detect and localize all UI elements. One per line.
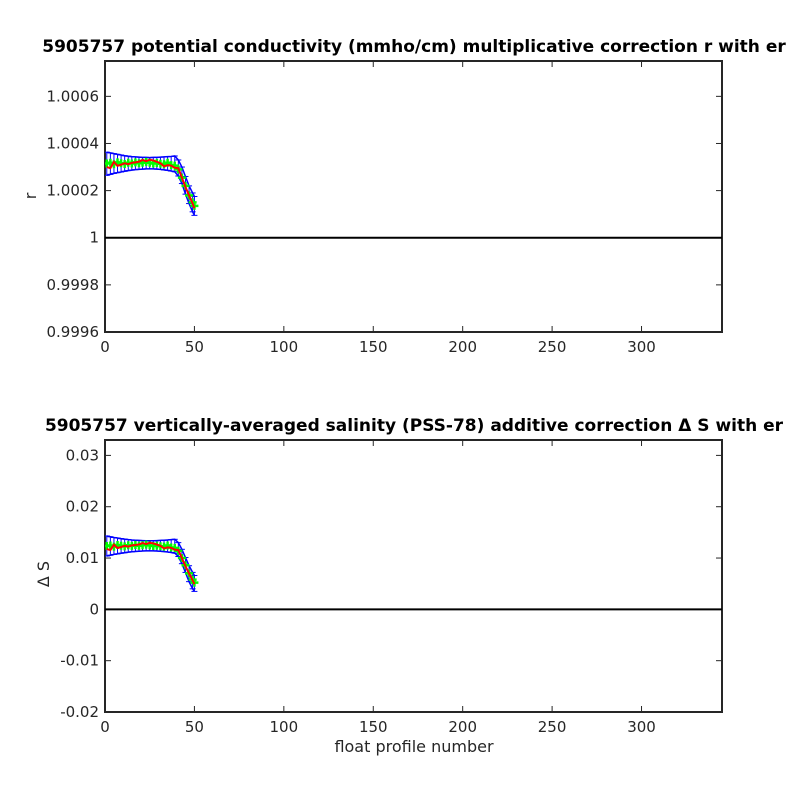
plot-area-delta-s: 0 50 100 150 200 250 300 -0.02 -0.01 0 0.01 0.02 0.0…	[60, 439, 723, 736]
x-tick-label: 200	[448, 718, 477, 736]
error-envelope-lower	[106, 168, 196, 216]
x-tick-label: 150	[359, 338, 388, 356]
x-tick-label: 150	[359, 718, 388, 736]
y-axis-label-r: r	[21, 192, 40, 199]
x-tick-label: 0	[100, 718, 110, 736]
y-tick-label: 0.9996	[47, 323, 100, 341]
x-tick-label: 50	[185, 718, 204, 736]
x-tick-label: 50	[185, 338, 204, 356]
y-tick-label: -0.01	[60, 652, 99, 670]
y-tick-label: 0.02	[66, 498, 99, 516]
error-envelope-upper	[106, 535, 196, 576]
y-tick-label: 1.0006	[47, 87, 100, 105]
subplot-r: 5905757 potential conductivity (mmho/cm)…	[21, 37, 786, 356]
y-tick-label: 0.03	[66, 446, 99, 464]
x-tick-label: 300	[627, 338, 656, 356]
error-envelope-lower	[106, 550, 196, 592]
axes-box-r	[104, 60, 723, 333]
x-tick-label: 200	[448, 338, 477, 356]
x-axis-label: float profile number	[334, 737, 494, 756]
y-tick-label: 0.01	[66, 549, 99, 567]
y-tick-label: 1.0004	[47, 134, 100, 152]
x-tick-label: 0	[100, 338, 110, 356]
y-tick-label: 1.0002	[47, 182, 100, 200]
x-tick-label: 250	[538, 718, 567, 736]
x-tick-label: 250	[538, 338, 567, 356]
y-tick-label: 1	[89, 229, 99, 247]
chart-title-r: 5905757 potential conductivity (mmho/cm)…	[42, 37, 786, 57]
y-tick-label: 0	[89, 600, 99, 618]
error-envelope-upper	[106, 151, 196, 197]
x-tick-label: 300	[627, 718, 656, 736]
chart-title-delta-s: 5905757 vertically-averaged salinity (PS…	[45, 416, 784, 436]
axes-box-delta-s	[104, 439, 723, 713]
y-axis-label-delta-s: Δ S	[34, 561, 53, 587]
y-tick-label: -0.02	[60, 703, 99, 721]
plot-content-delta-s	[105, 535, 722, 611]
x-tick-label: 100	[270, 718, 299, 736]
plot-content-r	[105, 151, 722, 239]
y-tick-label: 0.9998	[47, 276, 100, 294]
x-tick-label: 100	[270, 338, 299, 356]
plot-area-r: 0 50 100 150 200 250 300 0.9996 0.9998 1 1.0002 1.0…	[47, 60, 723, 356]
series-line	[106, 541, 196, 585]
subplot-delta-s: 5905757 vertically-averaged salinity (PS…	[34, 416, 784, 756]
series-line	[106, 158, 196, 209]
